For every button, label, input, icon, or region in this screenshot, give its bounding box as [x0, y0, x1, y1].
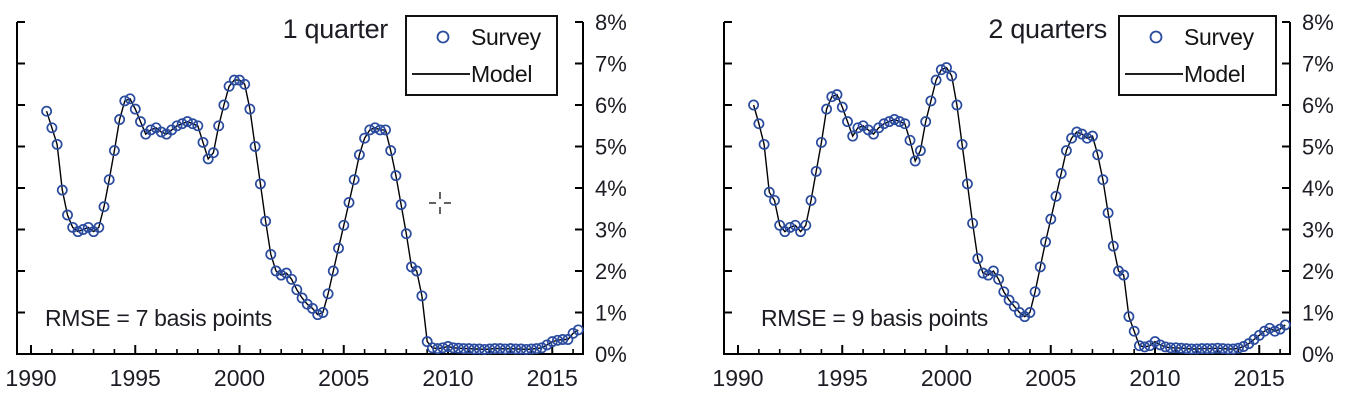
legend-row-survey: Survey	[1120, 20, 1275, 54]
svg-text:2005: 2005	[318, 365, 369, 391]
svg-text:1995: 1995	[817, 365, 868, 391]
svg-text:7%: 7%	[1302, 52, 1334, 77]
chart-plot-1-quarter: 0% 1% 2% 3% 4% 5% 6% 7% 8% 1990 1995 2000 2005 2010 20…	[5, 10, 627, 391]
svg-text:5%: 5%	[1302, 135, 1334, 160]
legend-row-model: Model	[1120, 57, 1275, 91]
crosshair-cursor	[429, 192, 451, 214]
rmse-annotation: RMSE = 7 basis points	[45, 305, 273, 331]
svg-text:4%: 4%	[595, 176, 627, 201]
chart-panel-2-quarters: 0% 1% 2% 3% 4% 5% 6% 7% 8% 1990 1995 2000 2005 2010 20…	[707, 0, 1368, 414]
survey-circle-icon	[1149, 30, 1163, 44]
svg-text:2000: 2000	[214, 365, 265, 391]
svg-text:5%: 5%	[595, 135, 627, 160]
svg-text:3%: 3%	[595, 218, 627, 243]
svg-text:3%: 3%	[1302, 218, 1334, 243]
svg-text:2%: 2%	[595, 259, 627, 284]
model-line-icon	[412, 73, 470, 75]
y-tick-labels: 0% 1% 2% 3% 4% 5% 6% 7% 8%	[595, 10, 627, 367]
svg-text:2015: 2015	[1234, 365, 1285, 391]
survey-points	[748, 62, 1291, 355]
chart-title-1-quarter: 1 quarter	[282, 14, 389, 44]
legend: Survey Model	[405, 15, 558, 96]
svg-text:8%: 8%	[595, 10, 627, 35]
chart-title-2-quarters: 2 quarters	[988, 14, 1107, 44]
survey-circle-icon	[436, 30, 450, 44]
legend-label-survey: Survey	[471, 23, 541, 50]
svg-text:4%: 4%	[1302, 176, 1334, 201]
svg-text:1%: 1%	[1302, 301, 1334, 326]
x-tick-labels: 1990 1995 2000 2005 2010 2015	[712, 365, 1284, 391]
legend-row-model: Model	[407, 57, 556, 91]
crosshair-icon	[429, 192, 451, 214]
svg-text:2010: 2010	[422, 365, 473, 391]
x-tick-labels: 1990 1995 2000 2005 2010 2015	[5, 365, 577, 391]
svg-text:6%: 6%	[1302, 93, 1334, 118]
svg-text:2005: 2005	[1025, 365, 1076, 391]
legend: Survey Model	[1118, 15, 1277, 96]
rmse-annotation: RMSE = 9 basis points	[761, 305, 989, 331]
svg-text:7%: 7%	[595, 52, 627, 77]
axes	[723, 21, 1291, 355]
svg-text:6%: 6%	[595, 93, 627, 118]
legend-label-survey: Survey	[1184, 23, 1254, 50]
chart-panel-1-quarter: 0% 1% 2% 3% 4% 5% 6% 7% 8% 1990 1995 2000 2005 2010 20…	[0, 0, 668, 414]
legend-label-model: Model	[1184, 60, 1246, 87]
svg-text:0%: 0%	[1302, 342, 1334, 367]
svg-text:1%: 1%	[595, 301, 627, 326]
svg-text:1990: 1990	[5, 365, 56, 391]
svg-text:0%: 0%	[595, 342, 627, 367]
model-line-icon	[1125, 73, 1183, 75]
axes	[16, 21, 584, 355]
survey-points	[41, 74, 584, 355]
svg-text:8%: 8%	[1302, 10, 1334, 35]
legend-label-model: Model	[471, 60, 533, 87]
legend-row-survey: Survey	[407, 20, 556, 54]
svg-text:2%: 2%	[1302, 259, 1334, 284]
svg-text:2015: 2015	[527, 365, 578, 391]
chart-plot-2-quarters: 0% 1% 2% 3% 4% 5% 6% 7% 8% 1990 1995 2000 2005 2010 20…	[712, 10, 1334, 391]
svg-text:1990: 1990	[712, 365, 763, 391]
y-tick-labels: 0% 1% 2% 3% 4% 5% 6% 7% 8%	[1302, 10, 1334, 367]
svg-text:2000: 2000	[921, 365, 972, 391]
svg-text:2010: 2010	[1129, 365, 1180, 391]
svg-text:1995: 1995	[110, 365, 161, 391]
